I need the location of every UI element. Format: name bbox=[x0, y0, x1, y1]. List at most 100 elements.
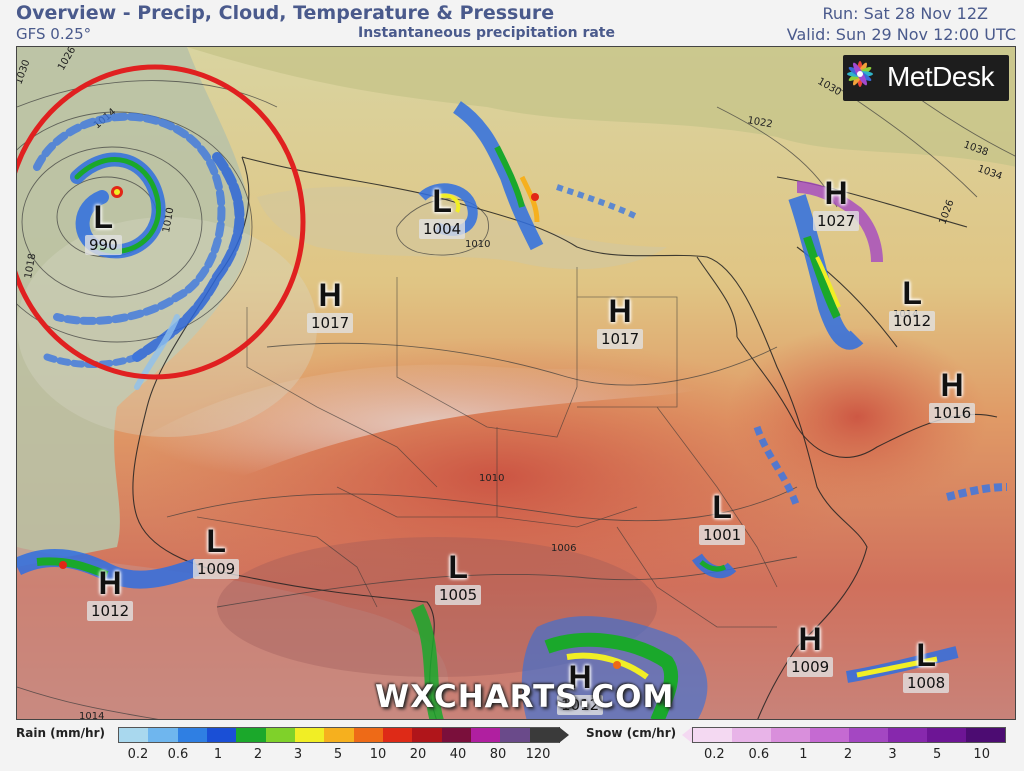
pressure-value: 990 bbox=[85, 235, 122, 255]
colorbar-swatch bbox=[177, 728, 207, 742]
colorbar-swatch bbox=[529, 728, 559, 742]
colorbar-tick-label: 2 bbox=[253, 747, 263, 762]
pressure-center-high: H 1012 bbox=[557, 659, 604, 715]
metdesk-logo-text: MetDesk bbox=[887, 61, 994, 92]
colorbar-swatch bbox=[849, 728, 888, 742]
pressure-symbol: H bbox=[318, 277, 342, 313]
colorbar-swatch bbox=[265, 728, 295, 742]
colorbar-tick-label: 20 bbox=[409, 747, 427, 762]
pressure-center-high: H 1016 bbox=[929, 367, 976, 423]
colorbar-swatch bbox=[888, 728, 927, 742]
colorbar-swatch bbox=[771, 728, 810, 742]
pressure-value: 1009 bbox=[787, 657, 834, 677]
atlantic-cloud bbox=[17, 217, 317, 437]
isobar-label: 1018 bbox=[23, 253, 38, 280]
rain-ticks: 0.2 0.6 1 2 3 5 10 20 40 80 120 bbox=[118, 747, 558, 765]
pressure-value: 1012 bbox=[889, 311, 936, 331]
pressure-center-low: L 1008 bbox=[903, 637, 950, 693]
pressure-value: 1016 bbox=[929, 403, 976, 423]
pressure-symbol: L bbox=[712, 489, 732, 525]
colorbar-swatch bbox=[294, 728, 325, 742]
arabia-heat bbox=[727, 327, 987, 507]
metdesk-logo: MetDesk bbox=[843, 55, 1009, 101]
pressure-value: 1009 bbox=[193, 559, 240, 579]
snow-scale-arrow bbox=[682, 727, 692, 743]
pressure-value: 1001 bbox=[699, 525, 746, 545]
isobar-label: 1010 bbox=[479, 473, 504, 484]
run-time: Run: Sat 28 Nov 12Z bbox=[822, 4, 988, 23]
chart-title: Overview - Precip, Cloud, Temperature & … bbox=[16, 2, 555, 24]
pressure-symbol: H bbox=[608, 293, 632, 329]
valid-time: Valid: Sun 29 Nov 12:00 UTC bbox=[786, 25, 1016, 44]
rain-legend-label: Rain (mm/hr) bbox=[16, 726, 105, 740]
isobar-label: 1010 bbox=[465, 239, 490, 250]
colorbar-swatch bbox=[693, 728, 732, 742]
pressure-symbol: L bbox=[448, 549, 468, 585]
colorbar-swatch bbox=[324, 728, 354, 742]
colorbar-tick-label: 40 bbox=[449, 747, 467, 762]
pressure-symbol: L bbox=[206, 523, 226, 559]
pressure-center-low: L 1009 bbox=[193, 523, 240, 579]
pressure-center-high: H 1017 bbox=[597, 293, 644, 349]
highlight-circle bbox=[17, 64, 306, 380]
colorbar-tick-label: 3 bbox=[888, 747, 897, 762]
pressure-symbol: L bbox=[432, 183, 452, 219]
pressure-center-high: H 1009 bbox=[787, 621, 834, 677]
colorbar-swatch bbox=[500, 728, 530, 742]
pressure-value: 1027 bbox=[813, 211, 860, 231]
pressure-symbol: H bbox=[798, 621, 822, 657]
pressure-center-low: L 1001 bbox=[699, 489, 746, 545]
isobar-label: 1022 bbox=[746, 115, 773, 130]
cloud-band bbox=[127, 357, 743, 491]
pressure-symbol: H bbox=[940, 367, 964, 403]
europe-region bbox=[187, 47, 1015, 167]
colorbar-tick-label: 5 bbox=[933, 747, 942, 762]
map-canvas: 1030 1026 1014 1018 1010 1010 1022 1030 … bbox=[17, 47, 1015, 720]
colorbar-swatch bbox=[441, 728, 471, 742]
colorbar-swatch bbox=[119, 728, 149, 742]
rain-colorbar bbox=[118, 727, 560, 743]
colorbar-tick-label: 5 bbox=[333, 747, 343, 762]
pressure-symbol: H bbox=[568, 659, 592, 695]
pressure-center-high: H 1012 bbox=[87, 565, 134, 621]
pressure-value: 1005 bbox=[435, 585, 482, 605]
weather-map: 1030 1026 1014 1018 1010 1010 1022 1030 … bbox=[16, 46, 1016, 720]
pressure-value: 1017 bbox=[597, 329, 644, 349]
snow-ticks: 0.2 0.6 1 2 3 5 10 bbox=[692, 747, 1004, 765]
colorbar-tick-label: 80 bbox=[489, 747, 507, 762]
colorbar-swatch bbox=[412, 728, 442, 742]
pressure-symbol: L bbox=[902, 275, 922, 311]
metdesk-star-icon bbox=[847, 61, 873, 87]
colorbar-swatch bbox=[236, 728, 266, 742]
pressure-symbol: L bbox=[916, 637, 936, 673]
pressure-symbol: L bbox=[93, 199, 114, 235]
colorbar-swatch bbox=[966, 728, 1005, 742]
rain-scale-arrow bbox=[559, 727, 569, 743]
gulf-of-guinea bbox=[17, 547, 449, 719]
colorbar-tick-label: 10 bbox=[973, 747, 990, 762]
colorbar-tick-label: 120 bbox=[525, 747, 551, 762]
colorbar-swatch bbox=[470, 728, 501, 742]
precipitation bbox=[17, 101, 1008, 719]
colorbar-tick-label: 1 bbox=[213, 747, 223, 762]
colorbar-swatch bbox=[732, 728, 771, 742]
isobar-label: 1014 bbox=[79, 711, 104, 720]
pressure-value: 1012 bbox=[557, 695, 604, 715]
chart-header: Overview - Precip, Cloud, Temperature & … bbox=[0, 0, 1024, 46]
pressure-value: 1017 bbox=[307, 313, 354, 333]
pressure-center-low: L 990 bbox=[85, 199, 122, 255]
snow-colorbar bbox=[692, 727, 1006, 743]
country-borders bbox=[196, 267, 778, 628]
pressure-center-low: L 1005 bbox=[435, 549, 482, 605]
pressure-center-low: L 1004 bbox=[419, 183, 466, 239]
isobar-label: 1006 bbox=[551, 543, 576, 554]
colorbar-swatch bbox=[353, 728, 383, 742]
colorbar-tick-label: 1 bbox=[799, 747, 808, 762]
colorbar-tick-label: 0.6 bbox=[167, 747, 189, 762]
colorbar-swatch bbox=[206, 728, 237, 742]
pressure-value: 1012 bbox=[87, 601, 134, 621]
wxcharts-watermark: WXCHARTS.COM bbox=[375, 679, 675, 715]
pressure-center-high: H 1017 bbox=[307, 277, 354, 333]
colorbar-tick-label: 10 bbox=[369, 747, 387, 762]
colorbar-swatch bbox=[382, 728, 413, 742]
